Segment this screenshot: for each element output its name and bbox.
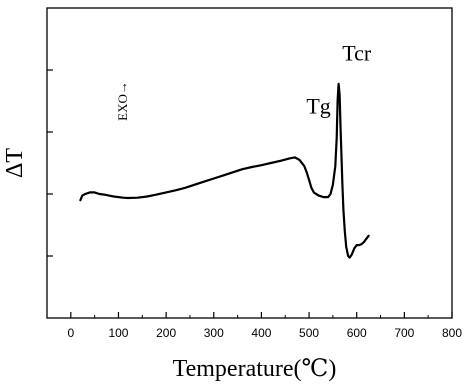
- plot-frame: [46, 7, 453, 319]
- x-tick-label: 600: [347, 326, 367, 340]
- y-axis-title: ΔT: [2, 148, 28, 178]
- x-tick-label: 200: [156, 326, 176, 340]
- exo-direction-annotation: EXO→: [115, 81, 130, 121]
- x-tick-label: 500: [299, 326, 319, 340]
- tcr-annotation: Tcr: [342, 41, 372, 66]
- tg-annotation: Tg: [306, 93, 330, 118]
- x-tick-label: 400: [251, 326, 271, 340]
- plot-axes: [46, 7, 453, 319]
- x-tick-label: 0: [67, 326, 74, 340]
- x-axis-title: Temperature(℃): [173, 356, 337, 382]
- x-tick-label: 100: [108, 326, 128, 340]
- y-axis-ticks: [47, 69, 53, 257]
- x-tick-label: 300: [204, 326, 224, 340]
- x-tick-label: 800: [442, 326, 462, 340]
- x-tick-label: 700: [394, 326, 414, 340]
- dsc-curve: [79, 82, 370, 259]
- x-axis-ticks: 0 100 200 300 400 500 600 700 800: [67, 312, 462, 340]
